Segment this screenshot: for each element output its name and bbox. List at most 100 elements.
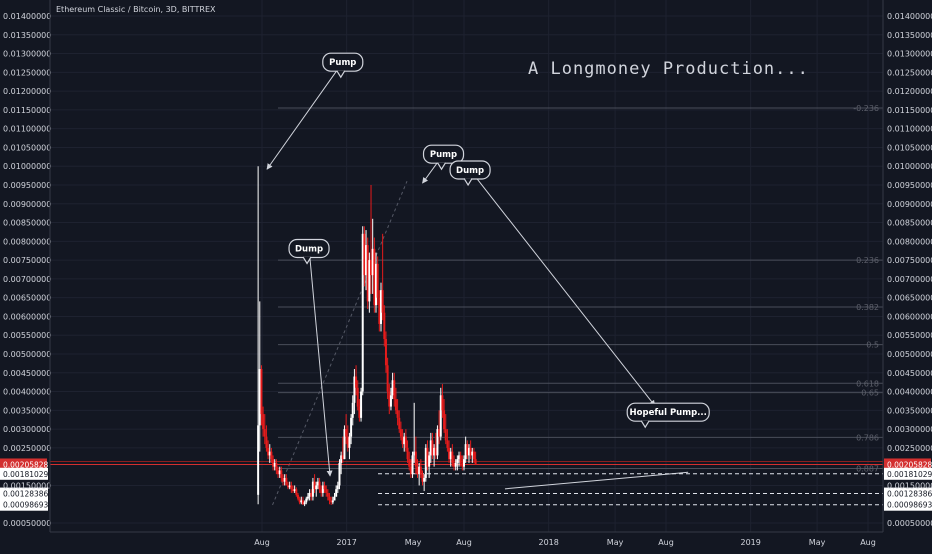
candle-body [333,496,336,501]
candle-body [381,290,384,313]
candle-body [358,406,361,418]
candle-body [423,477,426,482]
candle-body [406,447,409,460]
candle-body [471,451,474,456]
y-tick-label-left: 0.01050000 [3,143,51,152]
y-tick-label-left: 0.00450000 [3,369,51,378]
y-tick-label-left: 0.00950000 [3,181,51,190]
candle-body [287,485,290,488]
candle-body [267,447,270,456]
price-tag-label: 0.00205828 [887,460,932,469]
x-tick-label: 2018 [538,538,558,547]
candle-body [434,447,437,456]
candle-body [311,481,314,497]
candle-body [438,429,441,437]
candle-body [346,436,349,448]
y-tick-label-right: 0.01400000 [887,12,932,21]
candle-body [301,500,304,505]
candle-body [398,417,401,430]
y-tick-label-right: 0.00500000 [887,350,932,359]
x-tick-label: 2017 [336,538,356,547]
annotation-arrow [422,162,438,184]
candle-body [428,455,431,467]
candle-body [310,492,313,497]
annotation-bubble-tail [336,70,346,79]
candle-body [429,440,432,456]
candle-body [389,395,392,407]
price-tag-left [0,467,48,480]
candle-body [436,429,439,456]
y-tick-label-right: 0.00450000 [887,369,932,378]
x-tick-label: Aug [456,538,472,547]
y-tick-label-left: 0.00150000 [3,481,51,490]
y-tick-label-left: 0.00550000 [3,331,51,340]
candle-body [283,477,286,482]
annotation-label: Pump [430,150,457,160]
candle-body [331,500,334,503]
candle-body [350,417,353,437]
candle-body [399,429,402,437]
candle-body [336,485,339,490]
candle-body [285,477,288,486]
support-trendline [504,471,689,490]
candle-body [363,233,366,276]
candle-body [370,260,373,276]
candle-body [326,492,329,497]
y-tick-label-right: 0.01100000 [887,125,932,134]
y-tick-label-left: 0.00650000 [3,294,51,303]
candle-body [366,245,369,302]
y-tick-label-left: 0.00050000 [3,519,51,528]
candle-body [383,312,386,339]
candle-body [444,429,447,441]
candle-body [464,444,467,460]
annotation-arrow [266,70,337,170]
candle-body [356,387,359,407]
candle-body [401,436,404,445]
fib-level-label: 0.236 [856,256,879,265]
y-tick-label-left: 0.00700000 [3,275,51,284]
candle-body [348,436,351,448]
y-tick-label-left: 0.00600000 [3,312,51,321]
y-tick-label-left: 0.00500000 [3,350,51,359]
x-tick-label: Aug [658,538,674,547]
candle-body [411,455,414,475]
price-tag-right [884,498,932,511]
y-tick-label-right: 0.00850000 [887,219,932,228]
y-tick-label-left: 0.01200000 [3,87,51,96]
annotation-arrow [309,257,333,477]
candle-body [441,395,444,411]
candle-body [308,492,311,497]
y-tick-label-right: 0.00700000 [887,275,932,284]
chart-title: Ethereum Classic / Bitcoin, 3D, BITTREX [56,5,216,14]
candle-body [295,489,298,495]
candle-body [416,466,419,475]
x-tick-label: May [607,538,624,547]
candle-body [426,447,429,467]
candle-body [323,485,326,490]
candle-body [291,489,294,492]
candle-body [365,245,368,276]
candle-body [303,502,306,505]
y-tick-label-right: 0.00300000 [887,425,932,434]
price-tag-label: 0.00128386 [887,490,932,499]
annotation-label: Dump [295,244,323,254]
candle-body [368,260,371,302]
candle-body [394,399,397,411]
y-tick-label-right: 0.00600000 [887,312,932,321]
watermark-text: A Longmoney Production... [528,59,809,79]
y-tick-label-right: 0.00550000 [887,331,932,340]
candle-body [404,436,407,448]
annotation-bubble-tail [463,178,473,187]
candle-body [454,462,457,467]
candle-body [320,489,323,493]
candle-body [388,391,391,407]
y-tick-label-right: 0.00150000 [887,481,932,490]
y-tick-label-left: 0.01000000 [3,162,51,171]
candle-body [315,485,318,490]
x-tick-label: Aug [860,538,876,547]
price-tag-label: 0.00205828 [3,460,49,469]
y-tick-label-left: 0.00900000 [3,200,51,209]
candle-body [296,494,299,499]
